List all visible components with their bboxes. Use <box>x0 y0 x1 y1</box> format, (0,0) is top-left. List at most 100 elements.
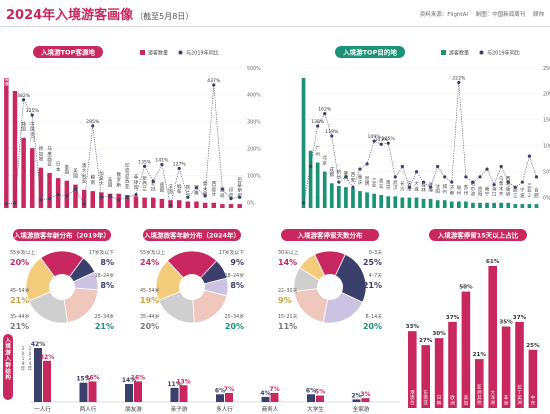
bar-2019 <box>307 394 315 402</box>
bar <box>185 201 191 208</box>
category-label: 朋友游 <box>125 405 142 413</box>
yoy-point <box>91 124 95 128</box>
legend-swatch <box>140 50 145 55</box>
vertical-label-char: 港 <box>4 81 9 88</box>
title-pill-bg <box>13 229 111 241</box>
long-stay-chart: 33%港澳台27%东南亚30%日韩37%欧洲50%美加21%亚洲其他61%大洋洲… <box>406 259 540 408</box>
legend-swatch <box>178 50 183 55</box>
axis-tick-label: 50% <box>543 170 550 176</box>
yoy-point <box>499 164 503 169</box>
vertical-label-char: 州 <box>457 190 462 196</box>
bar <box>133 196 139 208</box>
title-pill-bg <box>281 229 379 241</box>
pie-label: 25–34岁 <box>225 313 245 320</box>
yoy-point <box>527 154 532 158</box>
vertical-label-char: 度 <box>229 192 234 199</box>
vertical-label-char: 澳 <box>30 131 35 138</box>
yoy-point <box>56 192 60 197</box>
yoy-point <box>478 175 482 179</box>
category-label: 南京 <box>386 179 391 191</box>
category-label: 越南 <box>90 174 95 186</box>
axis-tick-label: 200% <box>543 92 550 98</box>
category-label: 东南亚 <box>423 389 428 406</box>
vertical-label-char: 澳 <box>410 394 415 401</box>
vertical-label-char: 洲 <box>490 400 495 406</box>
yoy-data-label: 138% <box>311 119 325 125</box>
vertical-label-char: 意 <box>203 180 208 187</box>
pie-label: 35–44岁 <box>10 313 30 320</box>
vertical-label-char: 西 <box>47 157 52 163</box>
bar <box>308 150 313 208</box>
data-label-2024: 3% <box>360 391 370 398</box>
bar <box>528 349 538 408</box>
category-label: 法国 <box>168 183 173 195</box>
category-label: 韩国 <box>21 120 26 132</box>
category-label: 亲子游 <box>171 405 188 413</box>
bar <box>315 162 320 208</box>
pie-value-label: 24% <box>140 258 159 267</box>
vertical-label-char: 西 <box>211 181 216 187</box>
yoy-data-label: 135% <box>138 159 152 165</box>
vertical-label-char: 其 <box>477 395 482 401</box>
vertical-label-char: 国 <box>73 173 78 179</box>
vertical-label-char: 4 <box>29 361 32 367</box>
pie-slice <box>166 250 218 288</box>
vertical-label-char: 越 <box>90 174 95 181</box>
vertical-label-char: 泰 <box>65 163 70 170</box>
bar <box>202 202 208 208</box>
bar <box>488 266 497 408</box>
bar <box>90 191 95 208</box>
title-pill-bg <box>429 229 527 241</box>
category-label: 北京 <box>322 154 327 166</box>
vertical-label-char: 大 <box>490 389 495 396</box>
vertical-label-char: 国 <box>108 183 113 189</box>
credits: 资料来源：FlightAI 制图：中国新闻周刊 顾帅 <box>414 10 544 18</box>
yoy-point <box>400 164 404 169</box>
vertical-label-char: 香 <box>4 75 9 82</box>
vertical-label-char: 大 <box>203 185 208 192</box>
vertical-label-char: 西 <box>506 176 511 182</box>
bar <box>329 183 334 208</box>
vertical-label-char: 澳 <box>82 162 87 169</box>
title-pill-bg <box>335 46 405 58</box>
yoy-point <box>22 98 26 102</box>
vertical-label-char: 杭 <box>337 169 342 176</box>
bar-2019 <box>79 382 88 402</box>
title-pill-text: 入境游TOP客源地 <box>40 48 95 57</box>
bar-2024 <box>361 398 370 402</box>
title-pill-text: 入境游TOP目的地 <box>342 48 397 57</box>
vertical-label-char: 构 <box>5 373 11 381</box>
pie-label: 17岁及以下 <box>219 249 244 256</box>
vertical-label-char: 罗 <box>116 177 121 183</box>
bar <box>485 202 489 208</box>
vertical-label-char: 台 <box>13 74 18 81</box>
chart-title-pill: 入境游客停留天数分布 <box>281 229 379 241</box>
source-text: 资料来源：FlightAI <box>419 12 468 18</box>
category-label: 荷兰 <box>186 184 191 196</box>
bar <box>142 197 147 208</box>
yoy-point <box>65 194 69 198</box>
vertical-label-char: 2 <box>29 346 32 352</box>
category-label: 南宁 <box>485 185 490 197</box>
category-label: 商务人 <box>262 405 279 413</box>
vertical-label-char: 律 <box>134 179 139 186</box>
category-label: 贵阳 <box>478 185 483 197</box>
stay-days-pie: 30天以上 14% 0–3天 25% 4–7天 21% 8–14天 20% 15–21天 11% 2… <box>278 249 382 331</box>
yoy-point <box>4 202 8 206</box>
bar <box>372 193 376 208</box>
data-label: 50% <box>459 285 473 291</box>
vertical-label-char: 坡 <box>39 156 44 163</box>
vertical-label-char: 海 <box>428 187 433 194</box>
data-label-2019: 11% <box>167 381 181 388</box>
data-label-2019: 15% <box>76 376 90 383</box>
vertical-label-char: 重 <box>358 174 363 181</box>
vertical-label-char: 国 <box>160 188 165 194</box>
vertical-label-char: 阳 <box>478 191 483 198</box>
chart-title-pill: 入境游旅客年龄分布（2024年） <box>143 229 241 241</box>
category-label: 美加 <box>464 394 469 406</box>
vertical-label-char: 州 <box>315 151 320 157</box>
axis-tick-label: 0% <box>543 195 550 201</box>
bar <box>407 197 412 208</box>
